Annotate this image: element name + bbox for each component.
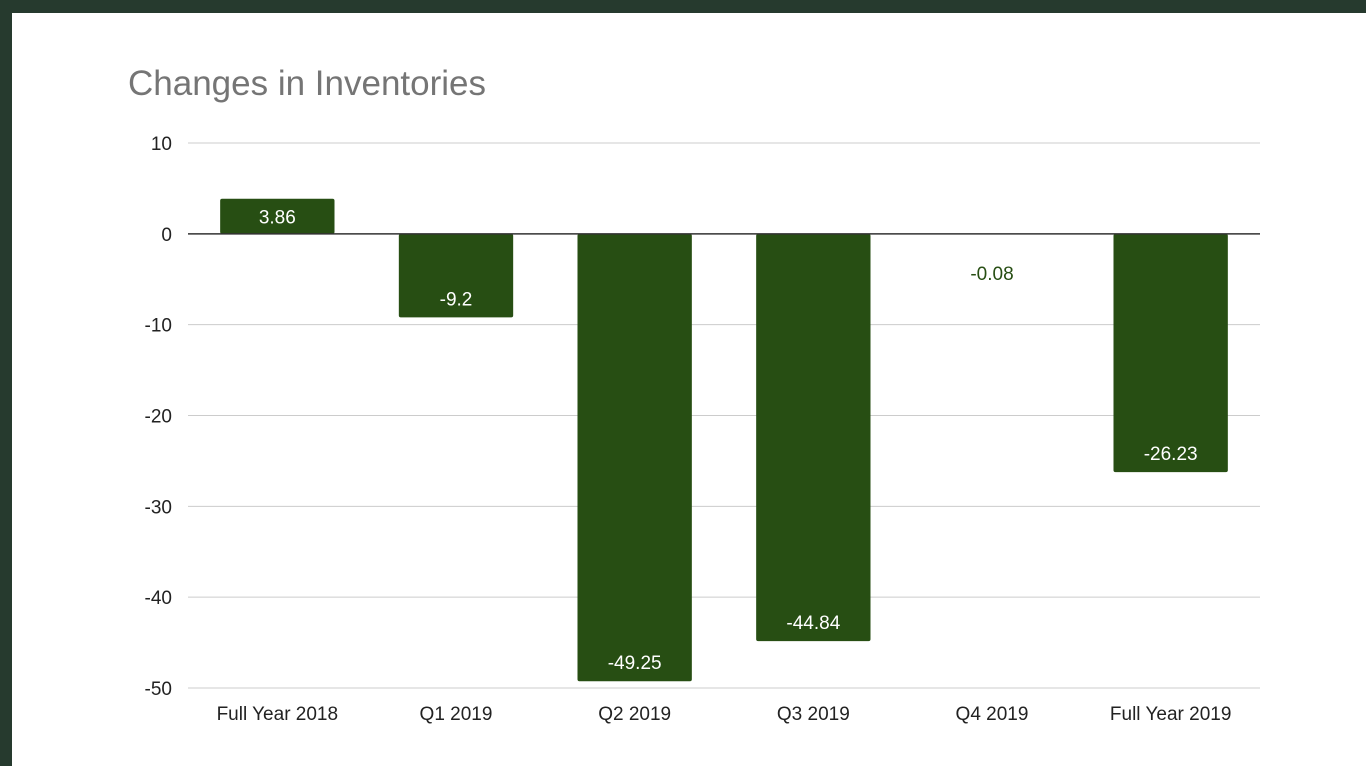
bar-chart: Changes in Inventories 10 0 -10 -20 -30 -40 -5…	[128, 64, 1260, 725]
x-tick-label: Q1 2019	[420, 704, 493, 725]
y-tick-label: -20	[145, 407, 172, 428]
data-label: -9.2	[440, 289, 473, 310]
y-axis-ticks: 10 0 -10 -20 -30 -40 -50	[145, 134, 172, 700]
data-label: -49.25	[608, 653, 662, 674]
bar	[398, 233, 514, 318]
data-labels: 3.86 -9.2 -49.25 -44.84 -0.08 -26.23	[259, 207, 1198, 674]
x-tick-label: Q2 2019	[598, 704, 671, 725]
y-tick-label: 0	[161, 225, 172, 246]
chart-title: Changes in Inventories	[128, 64, 486, 103]
x-tick-label: Q4 2019	[956, 704, 1029, 725]
bar	[1113, 233, 1228, 473]
bar	[756, 233, 871, 642]
data-label: -0.08	[970, 264, 1013, 285]
x-tick-label: Full Year 2019	[1110, 704, 1232, 725]
chart-card: Changes in Inventories 10 0 -10 -20 -30 -40 -5…	[12, 13, 1366, 766]
x-tick-label: Q3 2019	[777, 704, 850, 725]
bar	[577, 233, 692, 682]
y-tick-label: -30	[145, 497, 172, 518]
bars	[220, 198, 1228, 682]
y-tick-label: -50	[145, 679, 172, 700]
data-label: 3.86	[259, 207, 296, 228]
gridlines	[188, 142, 1260, 689]
bar	[220, 198, 335, 234]
y-tick-label: 10	[151, 134, 172, 155]
x-tick-label: Full Year 2018	[217, 704, 339, 725]
x-axis-ticks: Full Year 2018 Q1 2019 Q2 2019 Q3 2019 Q4 20…	[217, 704, 1232, 725]
data-label: -26.23	[1144, 444, 1198, 465]
y-tick-label: -10	[145, 316, 172, 337]
y-tick-label: -40	[145, 588, 172, 609]
data-label: -44.84	[786, 613, 840, 634]
